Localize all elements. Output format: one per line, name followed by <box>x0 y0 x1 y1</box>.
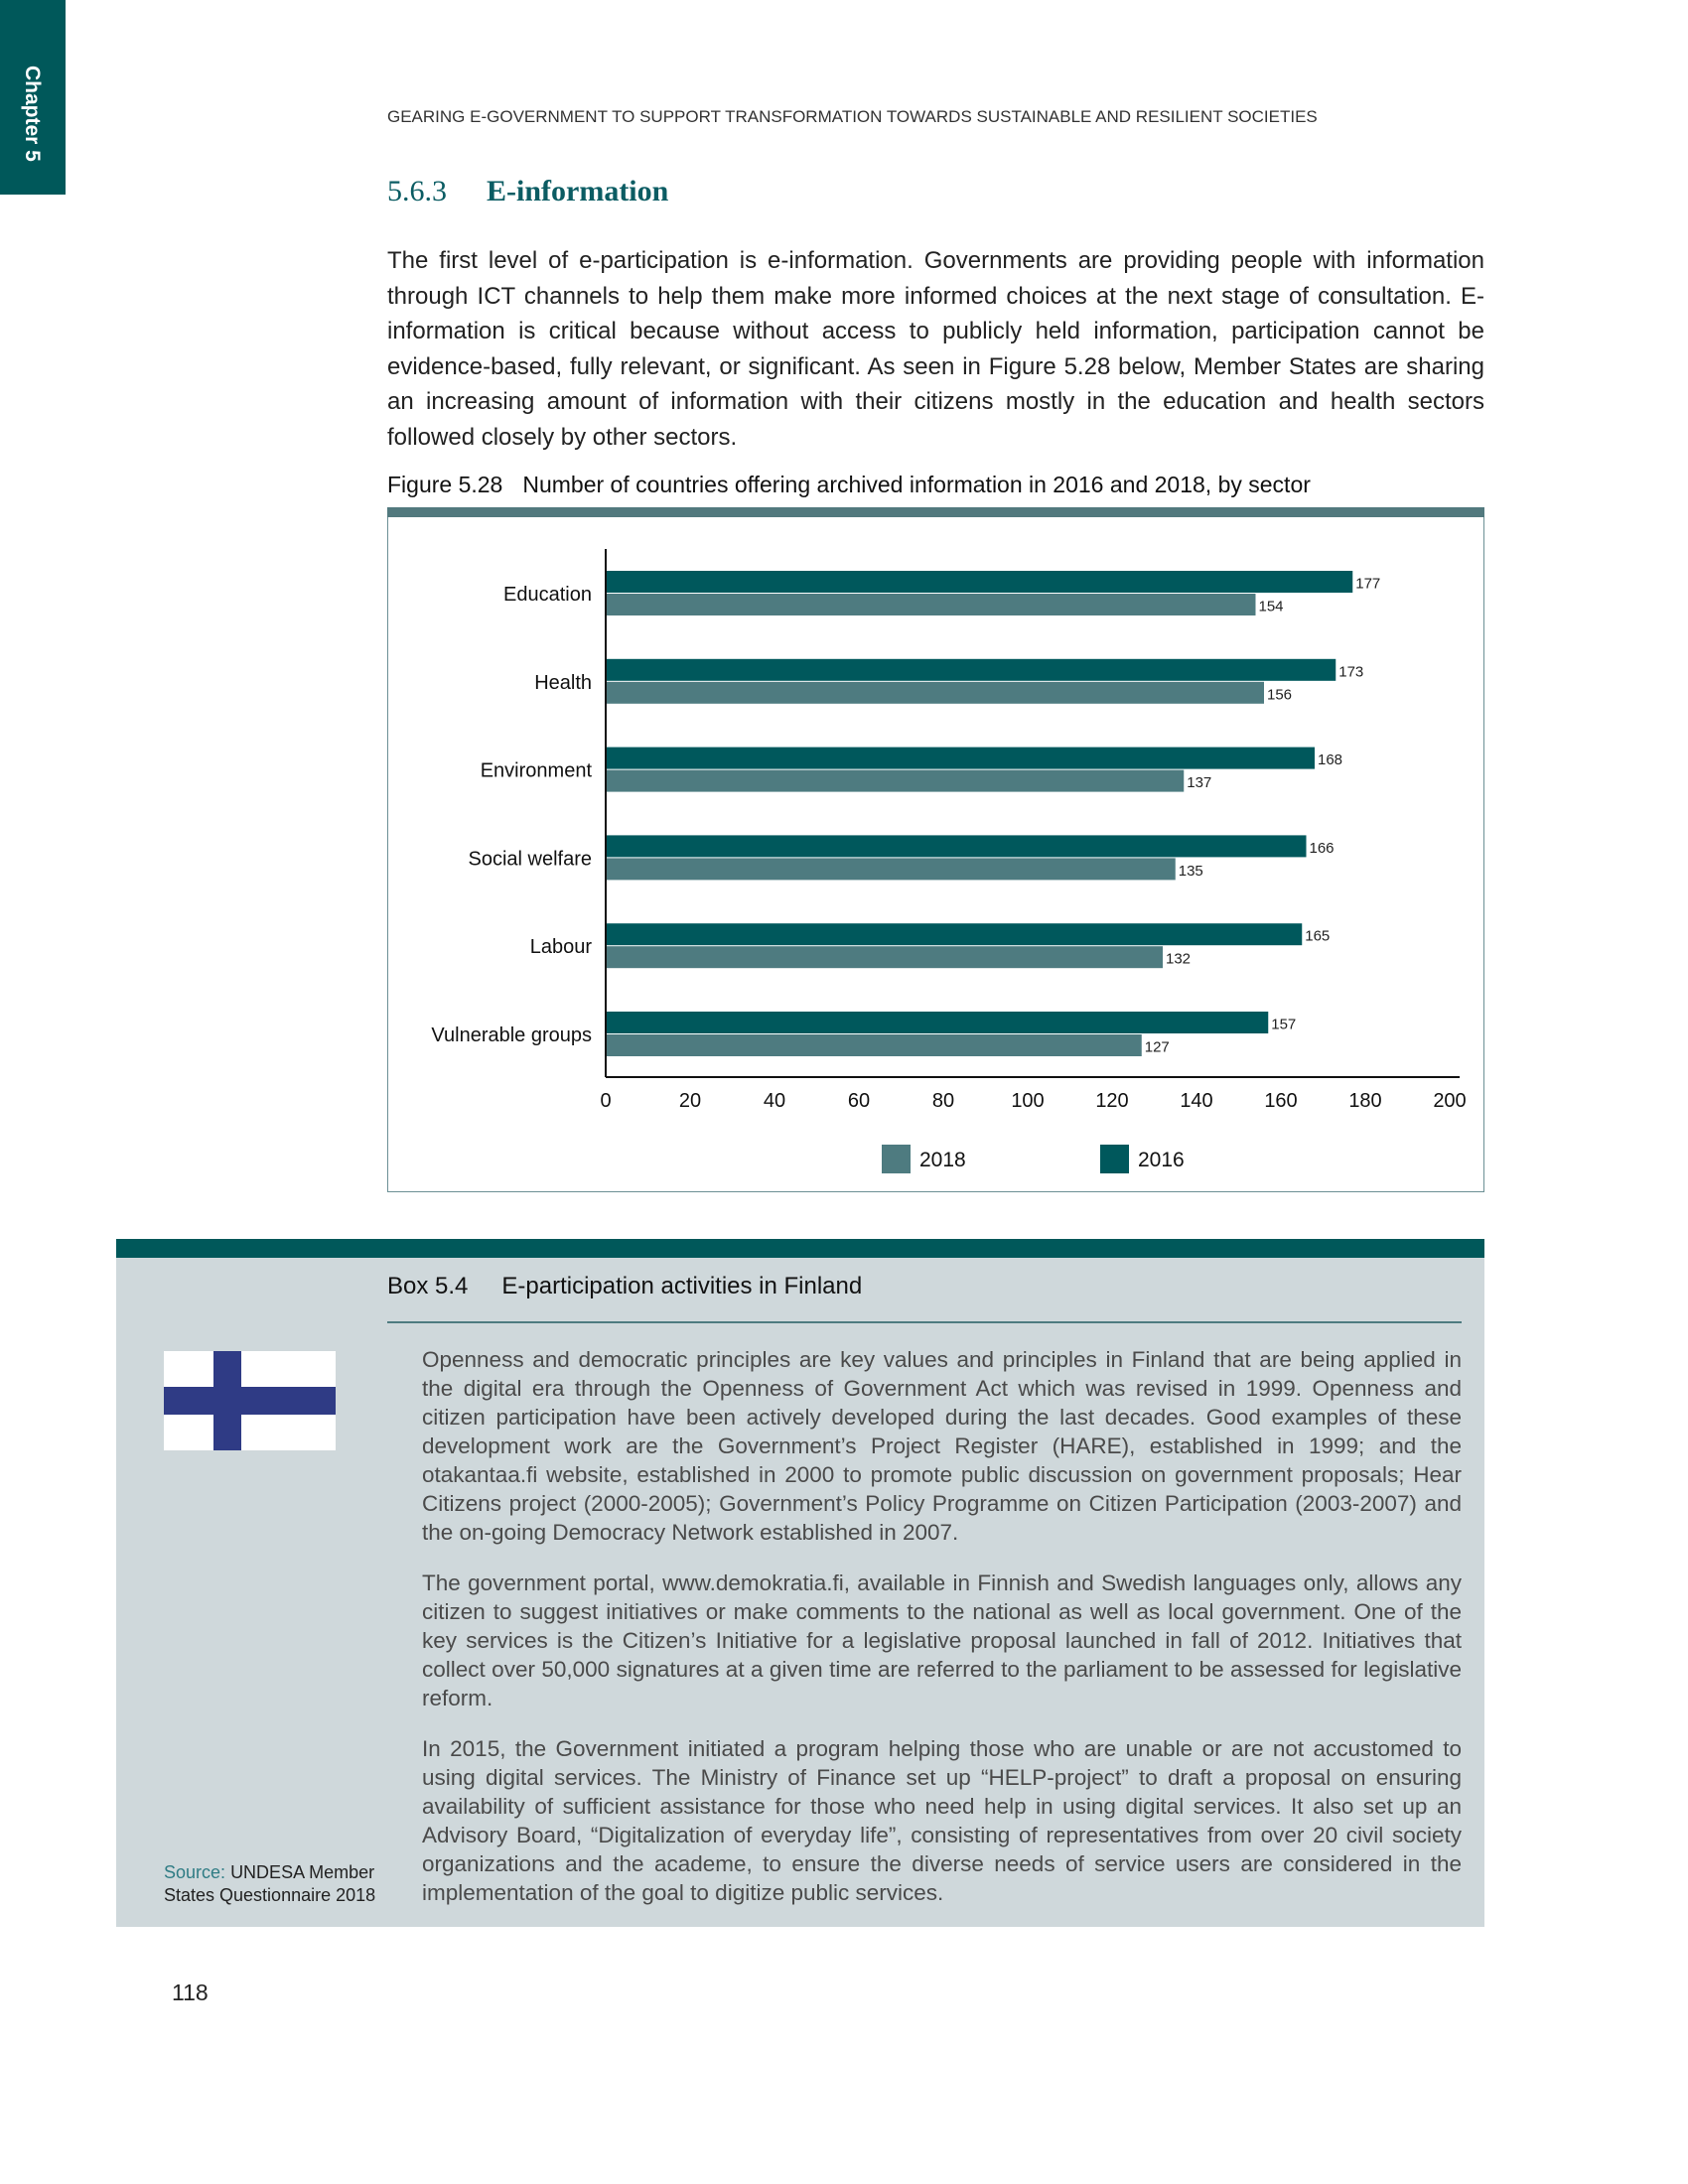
content-column: GEARING E-GOVERNMENT TO SUPPORT TRANSFOR… <box>116 106 1484 2006</box>
category-label: Labour <box>530 936 593 958</box>
legend-swatch-2018 <box>882 1144 911 1173</box>
box-title-rule <box>387 1320 1462 1323</box>
category-label: Environment <box>481 759 593 781</box>
figure: Education 177 154 Health 173 156 Environment 16… <box>387 506 1484 1192</box>
bar-2016 <box>606 570 1353 593</box>
running-head: GEARING E-GOVERNMENT TO SUPPORT TRANSFOR… <box>387 107 1318 126</box>
data-label: 165 <box>1305 927 1330 944</box>
box-paragraph: The government portal, www.demokratia.fi… <box>422 1570 1462 1710</box>
page-number: 118 <box>172 1979 209 2005</box>
box-background: Box 5.4 E-participation activities in Fin… <box>116 1257 1484 1927</box>
data-label: 137 <box>1187 774 1211 791</box>
source-note: Source: UNDESA Member States Questionnai… <box>164 1861 397 1907</box>
box-number: Box 5.4 <box>387 1272 469 1299</box>
x-tick-label: 180 <box>1348 1090 1381 1112</box>
box-paragraphs: Openness and democratic principles are k… <box>422 1345 1462 1907</box>
section-heading: 5.6.3 E-information <box>387 174 1484 209</box>
data-label: 127 <box>1145 1038 1170 1055</box>
bar-2016 <box>606 1011 1269 1033</box>
bar-2018 <box>606 681 1264 704</box>
section-title: E-information <box>487 175 669 207</box>
source-label: Source: <box>164 1861 226 1882</box>
data-label: 154 <box>1259 598 1284 614</box>
figure-caption: Figure 5.28 Number of countries offering … <box>387 470 1484 499</box>
box-body: Source: UNDESA Member States Questionnai… <box>116 1345 1462 1907</box>
info-box: Box 5.4 E-participation activities in Fin… <box>116 1238 1484 1927</box>
data-label: 132 <box>1166 950 1191 967</box>
category-label: Health <box>534 671 592 693</box>
data-label: 177 <box>1355 575 1380 592</box>
section-number: 5.6.3 <box>387 175 447 207</box>
box-paragraph: In 2015, the Government initiated a prog… <box>422 1735 1462 1905</box>
x-tick-label: 80 <box>932 1090 954 1112</box>
figure-caption-text: Number of countries offering archived in… <box>522 471 1311 497</box>
x-tick-label: 120 <box>1095 1090 1128 1112</box>
bar-2018 <box>606 1033 1142 1056</box>
figure-top-bar <box>387 506 1484 517</box>
data-label: 166 <box>1310 839 1335 856</box>
legend-label: 2016 <box>1138 1149 1185 1171</box>
chapter-tab-label: Chapter 5 <box>21 66 44 162</box>
bar-chart: Education 177 154 Health 173 156 Environment 16… <box>431 548 1467 1173</box>
source-text: UNDESA Member States Questionnaire 2018 <box>164 1861 376 1905</box>
finland-flag-icon <box>164 1350 336 1450</box>
box-title-text: E-participation activities in Finland <box>501 1272 863 1299</box>
x-tick-label: 0 <box>600 1090 611 1112</box>
figure-frame <box>387 506 1484 1192</box>
bar-2018 <box>606 593 1256 615</box>
data-label: 135 <box>1179 862 1203 879</box>
chapter-tab: Chapter 5 <box>0 0 66 195</box>
x-tick-label: 100 <box>1011 1090 1044 1112</box>
x-tick-label: 200 <box>1433 1090 1466 1112</box>
data-label: 157 <box>1271 1016 1296 1032</box>
bar-2018 <box>606 857 1176 880</box>
x-tick-label: 40 <box>764 1090 785 1112</box>
bar-2016 <box>606 747 1315 769</box>
x-tick-label: 140 <box>1180 1090 1212 1112</box>
category-label: Vulnerable groups <box>431 1024 592 1046</box>
bar-2016 <box>606 834 1307 857</box>
legend-swatch-2016 <box>1100 1144 1129 1173</box>
intro-paragraph: The first level of e-participation is e-… <box>387 247 1484 451</box>
bar-2016 <box>606 922 1303 945</box>
box-title: Box 5.4 E-participation activities in Fin… <box>387 1272 1462 1301</box>
box-paragraph: Openness and democratic principles are k… <box>422 1346 1462 1545</box>
category-label: Education <box>503 584 592 606</box>
x-tick-label: 60 <box>848 1090 870 1112</box>
data-label: 156 <box>1267 686 1292 703</box>
figure-number: Figure 5.28 <box>387 471 503 497</box>
legend-label: 2018 <box>919 1149 966 1171</box>
bar-2016 <box>606 658 1336 681</box>
box-sidebar: Source: UNDESA Member States Questionnai… <box>116 1345 422 1907</box>
data-label: 168 <box>1318 751 1342 768</box>
category-label: Social welfare <box>468 848 592 870</box>
x-tick-label: 20 <box>679 1090 701 1112</box>
bar-2018 <box>606 945 1163 968</box>
x-tick-label: 160 <box>1264 1090 1297 1112</box>
box-top-bar <box>116 1238 1484 1258</box>
data-label: 173 <box>1338 663 1363 680</box>
bar-2018 <box>606 769 1185 792</box>
